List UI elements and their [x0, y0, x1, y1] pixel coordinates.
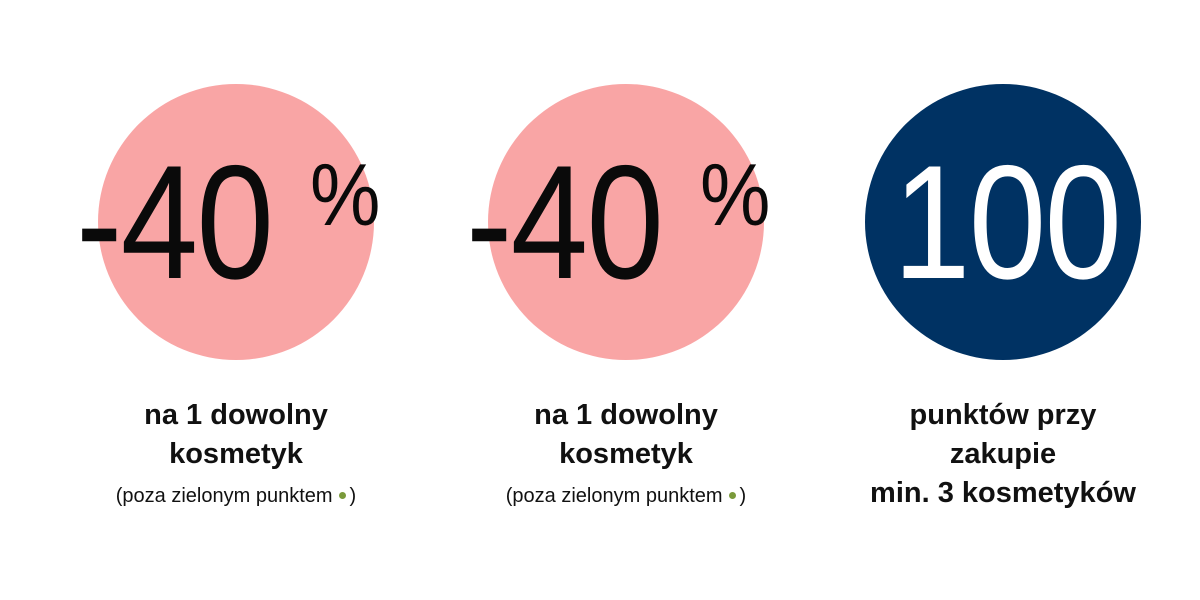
percent-sign: %	[700, 145, 771, 244]
note-end: )	[349, 485, 357, 507]
points-value: 100	[893, 132, 1122, 313]
caption-line: na 1 dowolny	[144, 399, 328, 431]
green-dot	[728, 491, 736, 499]
note: (poza zielonym punktem)	[446, 484, 806, 508]
caption-line: na 1 dowolny	[534, 399, 718, 431]
points-circle	[865, 84, 1141, 360]
caption-line: kosmetyk	[559, 438, 693, 470]
caption-line: min. 3 kosmetyków	[870, 477, 1136, 509]
discount-value: -40	[76, 132, 274, 313]
note-text: (poza zielonym punktem	[115, 485, 333, 507]
caption-line: zakupie	[949, 438, 1057, 470]
note-text: (poza zielonym punktem	[505, 485, 723, 507]
caption: na 1 dowolny kosmetyk	[56, 396, 416, 474]
caption-line: kosmetyk	[169, 438, 303, 470]
caption: na 1 dowolny kosmetyk	[446, 396, 806, 474]
note: (poza zielonym punktem)	[56, 484, 416, 508]
caption-line: punktów przy	[909, 399, 1097, 431]
discount-circle	[488, 84, 764, 360]
discount-value: -40	[466, 132, 664, 313]
discount-circle	[98, 84, 374, 360]
percent-sign: %	[310, 145, 381, 244]
note-end: )	[739, 485, 747, 507]
caption: punktów przy zakupie min. 3 kosmetyków	[823, 396, 1183, 513]
green-dot	[338, 491, 346, 499]
